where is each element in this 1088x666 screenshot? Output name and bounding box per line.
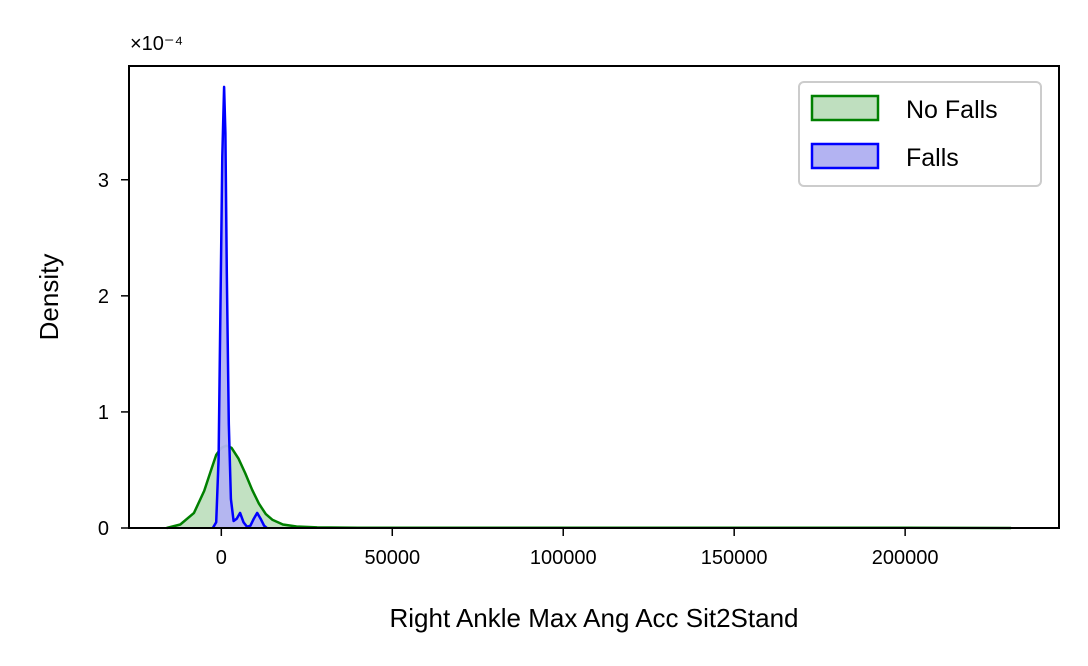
y-tick-label: 2 bbox=[98, 286, 109, 308]
x-tick-label: 0 bbox=[216, 547, 227, 569]
y-tick-label: 3 bbox=[98, 170, 109, 192]
y-axis-ticks: 0 1 2 3 bbox=[98, 170, 129, 540]
series-area-no-falls bbox=[166, 445, 1012, 528]
plot-frame bbox=[128, 65, 1060, 529]
series-area-falls bbox=[212, 86, 267, 529]
series-line-falls bbox=[211, 85, 268, 529]
series-line-no-falls bbox=[166, 444, 1012, 530]
legend-label-no-falls: No Falls bbox=[906, 96, 998, 124]
x-tick-label: 200000 bbox=[872, 547, 939, 569]
x-axis-label: Right Ankle Max Ang Acc Sit2Stand bbox=[389, 603, 798, 633]
y-axis-offset-label: ×10⁻⁴ bbox=[130, 33, 183, 55]
x-tick-label: 100000 bbox=[530, 547, 597, 569]
x-tick-label: 50000 bbox=[364, 547, 420, 569]
y-tick-label: 0 bbox=[98, 518, 109, 540]
legend-swatch-falls bbox=[810, 142, 880, 170]
legend-label-falls: Falls bbox=[906, 144, 959, 172]
y-tick-label: 1 bbox=[98, 402, 109, 424]
x-tick-label: 150000 bbox=[701, 547, 768, 569]
legend-swatch-no-falls bbox=[810, 94, 880, 122]
y-axis-label: Density bbox=[34, 254, 64, 341]
x-axis-ticks: 0 50000 100000 150000 200000 bbox=[216, 528, 939, 569]
legend: No Falls Falls bbox=[798, 81, 1042, 187]
